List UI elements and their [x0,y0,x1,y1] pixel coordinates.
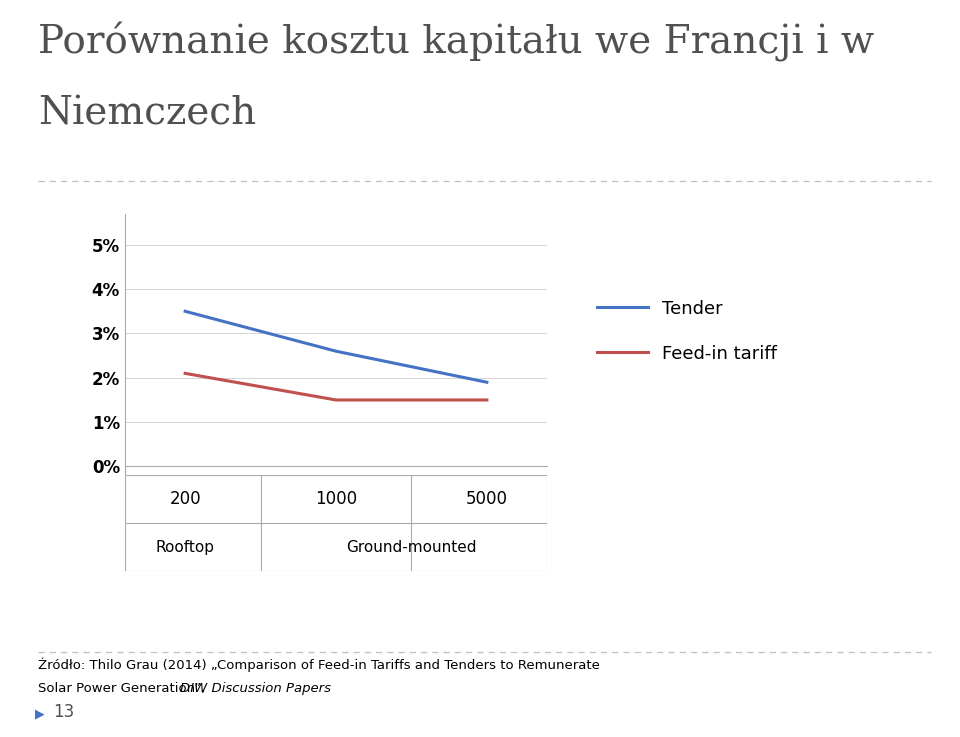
Text: Niemczech: Niemczech [38,96,256,133]
Text: Solar Power Generation”,: Solar Power Generation”, [38,682,210,695]
Text: 13: 13 [53,703,74,721]
Text: Porównanie kosztu kapitału we Francji i w: Porównanie kosztu kapitału we Francji i … [38,22,875,62]
Text: 1000: 1000 [315,490,357,509]
Text: Źródło: Thilo Grau (2014) „Comparison of Feed-in Tariffs and Tenders to Remunera: Źródło: Thilo Grau (2014) „Comparison of… [38,657,600,672]
Text: Ground-mounted: Ground-mounted [347,539,477,555]
Text: 5000: 5000 [466,490,508,509]
Legend: Tender, Feed-in tariff: Tender, Feed-in tariff [590,293,784,370]
Text: Rooftop: Rooftop [156,539,215,555]
Text: 200: 200 [169,490,201,509]
Text: DIW Discussion Papers: DIW Discussion Papers [180,682,331,695]
Text: ▶: ▶ [35,708,44,721]
